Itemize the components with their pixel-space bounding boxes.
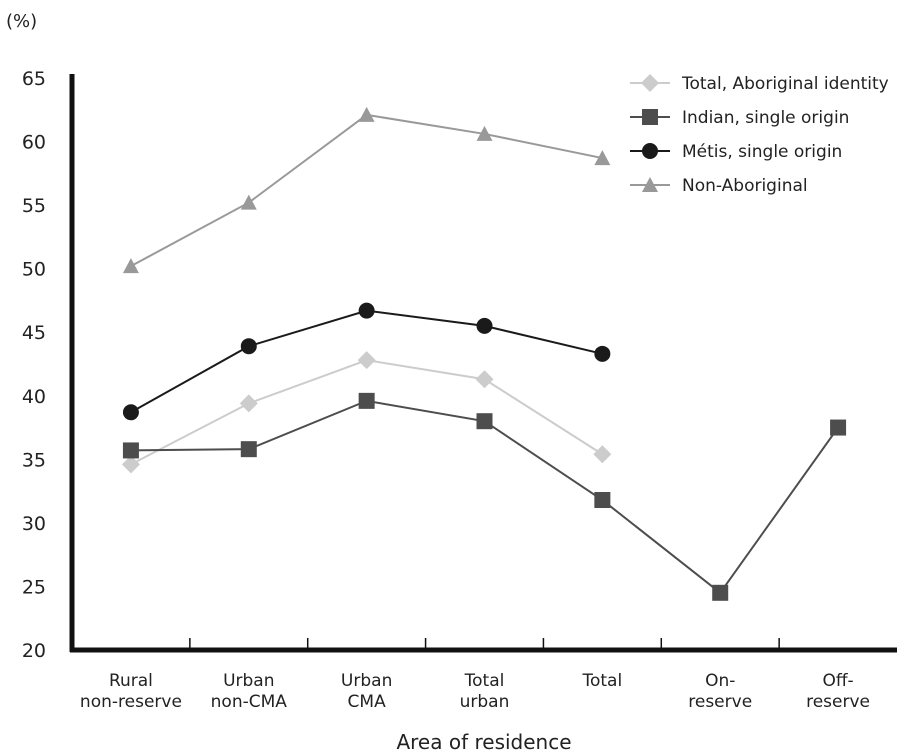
- x-category-label: Urban non-CMA: [211, 671, 288, 712]
- y-unit-label: (%): [6, 11, 37, 32]
- x-category-label: On-reserve: [688, 671, 752, 712]
- series-group: [122, 106, 611, 274]
- data-point-circle: [594, 345, 611, 362]
- data-point-diamond: [357, 351, 376, 370]
- legend-label: Métis, single origin: [682, 142, 842, 162]
- x-category-label: Rural non-reserve: [80, 671, 182, 712]
- legend-item: Total, Aboriginal identity: [630, 74, 889, 94]
- x-axis-category-labels: Rural non-reserve Urban non-CMA Urban CMA Tota…: [80, 671, 870, 712]
- y-tick-label: 50: [22, 259, 46, 281]
- series-group: [121, 351, 612, 474]
- data-point-square: [240, 441, 257, 458]
- series-line: [130, 399, 839, 595]
- data-point-triangle: [122, 258, 139, 274]
- y-tick-label: 60: [22, 132, 46, 154]
- legend-item: Indian, single origin: [630, 108, 849, 128]
- x-category-label: Total urban: [460, 671, 510, 712]
- series-line: [130, 113, 603, 268]
- y-tick-label: 35: [22, 449, 46, 471]
- y-axis-tick-labels: 20 25 30 35 40 45 50 55 60 65: [22, 68, 46, 662]
- data-point-square: [642, 109, 658, 125]
- data-point-triangle: [240, 194, 257, 210]
- legend-label: Indian, single origin: [682, 108, 849, 128]
- x-category-label: Total: [582, 671, 623, 691]
- y-tick-label: 55: [22, 195, 46, 217]
- y-tick-label: 45: [22, 322, 46, 344]
- y-tick-label: 40: [22, 386, 46, 408]
- data-point-circle: [240, 338, 257, 355]
- data-point-circle: [476, 317, 493, 334]
- data-point-triangle: [594, 150, 611, 166]
- x-category-label: Off-reserve: [806, 671, 870, 712]
- y-tick-label: 30: [22, 513, 46, 535]
- data-point-circle: [358, 302, 375, 319]
- data-point-diamond: [121, 455, 140, 474]
- data-point-diamond: [239, 394, 258, 413]
- data-point-square: [358, 392, 375, 409]
- legend-item: Non-Aboriginal: [630, 176, 808, 196]
- legend-label: Non-Aboriginal: [682, 176, 808, 196]
- data-point-square: [122, 442, 139, 459]
- series-group: [122, 302, 611, 421]
- data-point-square: [476, 413, 493, 430]
- data-point-triangle: [358, 106, 375, 122]
- data-point-circle: [122, 404, 139, 421]
- x-category-label: Urban CMA: [341, 671, 392, 712]
- y-tick-label: 65: [22, 68, 46, 90]
- legend-label: Total, Aboriginal identity: [681, 74, 889, 94]
- y-tick-label: 25: [22, 576, 46, 598]
- data-point-diamond: [593, 445, 612, 464]
- x-axis-title: Area of residence: [396, 730, 571, 754]
- data-point-square: [594, 492, 611, 509]
- data-point-triangle: [642, 177, 658, 192]
- series-layer: [121, 106, 847, 601]
- legend-item: Métis, single origin: [630, 142, 842, 162]
- data-point-triangle: [476, 125, 493, 141]
- data-point-diamond: [475, 370, 494, 389]
- data-point-diamond: [641, 74, 659, 92]
- data-point-square: [830, 419, 847, 436]
- data-point-circle: [642, 143, 658, 159]
- data-point-square: [712, 584, 729, 601]
- legend: Total, Aboriginal identity Indian, single…: [630, 74, 889, 196]
- series-group: [122, 392, 847, 601]
- y-tick-label: 20: [22, 640, 46, 662]
